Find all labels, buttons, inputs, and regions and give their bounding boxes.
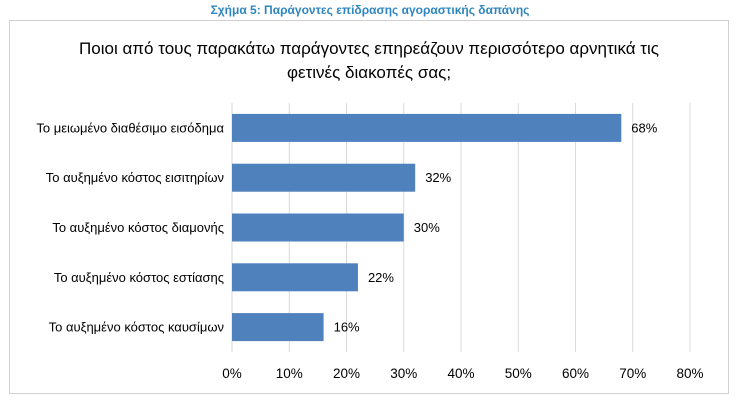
bar-0 bbox=[232, 113, 622, 142]
category-label-3: Το αυξημένο κόστος εστίασης bbox=[54, 270, 224, 285]
value-label-4: 16% bbox=[334, 320, 360, 335]
category-label-4: Το αυξημένο κόστος καυσίμων bbox=[49, 320, 224, 335]
category-label-2: Το αυξημένο κόστος διαμονής bbox=[52, 220, 224, 235]
value-label-3: 22% bbox=[368, 270, 394, 285]
chart-title: Ποιοι από τους παρακάτω παράγοντες επηρε… bbox=[9, 37, 729, 85]
bar-3 bbox=[232, 263, 358, 292]
category-label-1: Το αυξημένο κόστος εισιτηρίων bbox=[46, 170, 224, 185]
x-tick-label-4: 40% bbox=[447, 366, 474, 381]
x-tick-label-0: 0% bbox=[222, 366, 242, 381]
chart-title-line-1: Ποιοι από τους παρακάτω παράγοντες επηρε… bbox=[79, 39, 659, 58]
x-tick-label-3: 30% bbox=[390, 366, 417, 381]
category-label-0: Το μειωμένο διαθέσιμο εισόδημα bbox=[36, 120, 224, 135]
value-label-2: 30% bbox=[414, 220, 440, 235]
value-label-1: 32% bbox=[425, 170, 451, 185]
bar-1 bbox=[232, 163, 416, 192]
x-tick-label-2: 20% bbox=[333, 366, 360, 381]
x-tick-label-6: 60% bbox=[562, 366, 589, 381]
bar-4 bbox=[232, 313, 324, 342]
chart-title-line-2: φετινές διακοπές σας; bbox=[286, 63, 452, 82]
bar-2 bbox=[232, 213, 404, 242]
chart-panel bbox=[9, 20, 729, 394]
x-tick-label-8: 80% bbox=[676, 366, 703, 381]
x-tick-label-7: 70% bbox=[619, 366, 646, 381]
x-tick-label-1: 10% bbox=[276, 366, 303, 381]
x-tick-label-5: 50% bbox=[505, 366, 532, 381]
figure-caption: Σχήμα 5: Παράγοντες επίδρασης αγοραστική… bbox=[210, 3, 530, 17]
value-label-0: 68% bbox=[631, 120, 657, 135]
